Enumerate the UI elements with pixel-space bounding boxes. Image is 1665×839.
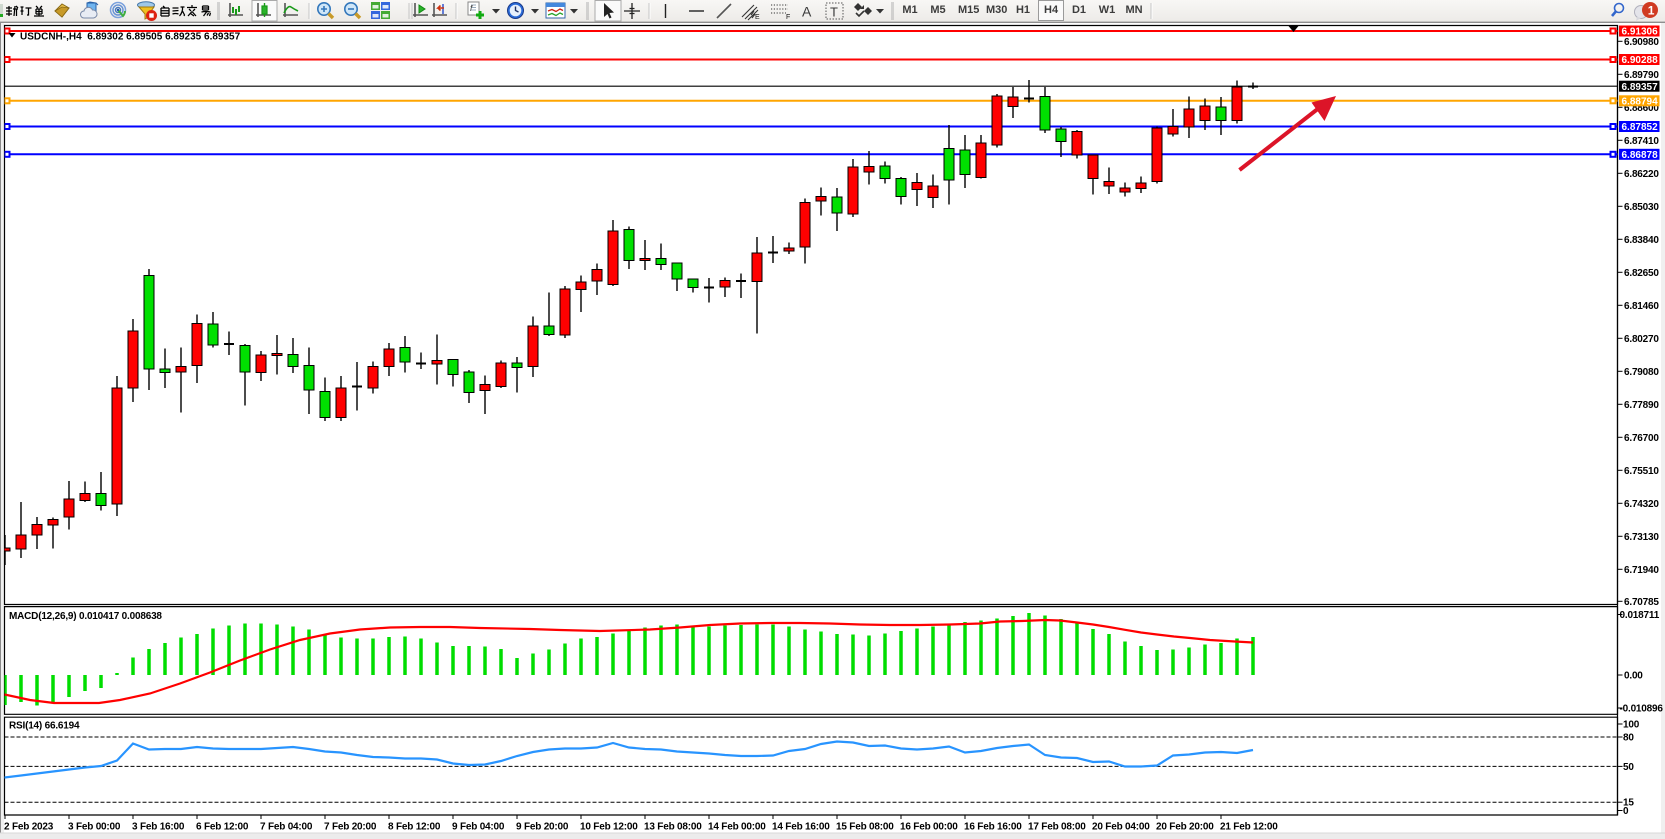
svg-text:15: 15 <box>1623 798 1634 809</box>
svg-text:-0.010896: -0.010896 <box>1620 704 1664 715</box>
svg-text:A: A <box>802 4 812 20</box>
svg-text:3 Feb 16:00: 3 Feb 16:00 <box>132 822 185 833</box>
svg-text:6.73130: 6.73130 <box>1624 532 1659 543</box>
svg-text:100: 100 <box>1623 720 1640 731</box>
svg-text:6.87852: 6.87852 <box>1622 122 1659 133</box>
svg-text:20 Feb 20:00: 20 Feb 20:00 <box>1156 822 1214 833</box>
svg-text:T: T <box>830 5 838 20</box>
svg-text:MACD(12,26,9) 0.010417 0.00863: MACD(12,26,9) 0.010417 0.008638 <box>9 611 162 622</box>
svg-text:F: F <box>786 14 790 21</box>
svg-text:f: f <box>470 4 473 13</box>
svg-text:RSI(14) 66.6194: RSI(14) 66.6194 <box>9 721 80 732</box>
svg-text:6.82650: 6.82650 <box>1624 268 1659 279</box>
svg-text:0.018711: 0.018711 <box>1620 610 1660 621</box>
svg-text:2 Feb 2023: 2 Feb 2023 <box>4 822 54 833</box>
svg-text:6.86220: 6.86220 <box>1624 169 1659 180</box>
svg-text:16 Feb 00:00: 16 Feb 00:00 <box>900 822 958 833</box>
svg-text:6.76700: 6.76700 <box>1624 433 1659 444</box>
svg-text:17 Feb 08:00: 17 Feb 08:00 <box>1028 822 1086 833</box>
svg-text:16 Feb 16:00: 16 Feb 16:00 <box>964 822 1022 833</box>
svg-text:6.88600: 6.88600 <box>1624 103 1659 114</box>
svg-text:6.81460: 6.81460 <box>1624 301 1659 312</box>
svg-text:6.90980: 6.90980 <box>1624 37 1659 48</box>
svg-text:6 Feb 12:00: 6 Feb 12:00 <box>196 822 249 833</box>
svg-text:6.80270: 6.80270 <box>1624 334 1659 345</box>
svg-text:6.89790: 6.89790 <box>1624 70 1659 81</box>
svg-text:6.74320: 6.74320 <box>1624 499 1659 510</box>
svg-text:6.79080: 6.79080 <box>1624 367 1659 378</box>
svg-text:0.00: 0.00 <box>1624 671 1643 682</box>
svg-text:6.83840: 6.83840 <box>1624 235 1659 246</box>
svg-text:6.88794: 6.88794 <box>1622 96 1659 107</box>
svg-text:6.70785: 6.70785 <box>1624 597 1659 608</box>
svg-text:13 Feb 08:00: 13 Feb 08:00 <box>644 822 702 833</box>
svg-text:6.89357: 6.89357 <box>1622 82 1659 93</box>
svg-text:21 Feb 12:00: 21 Feb 12:00 <box>1220 822 1278 833</box>
svg-text:15 Feb 08:00: 15 Feb 08:00 <box>836 822 894 833</box>
svg-text:14 Feb 16:00: 14 Feb 16:00 <box>772 822 830 833</box>
svg-text:10 Feb 12:00: 10 Feb 12:00 <box>580 822 638 833</box>
svg-text:8 Feb 12:00: 8 Feb 12:00 <box>388 822 441 833</box>
svg-text:E: E <box>755 14 760 21</box>
svg-text:80: 80 <box>1623 733 1634 744</box>
svg-text:9 Feb 20:00: 9 Feb 20:00 <box>516 822 569 833</box>
svg-text:50: 50 <box>1623 762 1634 773</box>
svg-text:6.87410: 6.87410 <box>1624 136 1659 147</box>
svg-text:20 Feb 04:00: 20 Feb 04:00 <box>1092 822 1150 833</box>
svg-text:7 Feb 04:00: 7 Feb 04:00 <box>260 822 313 833</box>
svg-text:USDCNH-,H4 6.89302 6.89505 6.: USDCNH-,H4 6.89302 6.89505 6.89235 6.893… <box>20 32 241 43</box>
svg-text:6.77890: 6.77890 <box>1624 400 1659 411</box>
svg-text:6.75510: 6.75510 <box>1624 466 1659 477</box>
svg-text:7 Feb 20:00: 7 Feb 20:00 <box>324 822 377 833</box>
svg-text:9 Feb 04:00: 9 Feb 04:00 <box>452 822 505 833</box>
svg-text:1: 1 <box>1648 3 1655 17</box>
svg-text:6.91306: 6.91306 <box>1622 27 1659 38</box>
svg-text:14 Feb 00:00: 14 Feb 00:00 <box>708 822 766 833</box>
svg-text:6.86878: 6.86878 <box>1622 150 1659 161</box>
svg-text:6.85030: 6.85030 <box>1624 202 1659 213</box>
svg-text:3 Feb 00:00: 3 Feb 00:00 <box>68 822 121 833</box>
svg-text:0: 0 <box>1623 806 1629 817</box>
svg-text:6.71940: 6.71940 <box>1624 565 1659 576</box>
svg-text:6.90288: 6.90288 <box>1622 55 1659 66</box>
